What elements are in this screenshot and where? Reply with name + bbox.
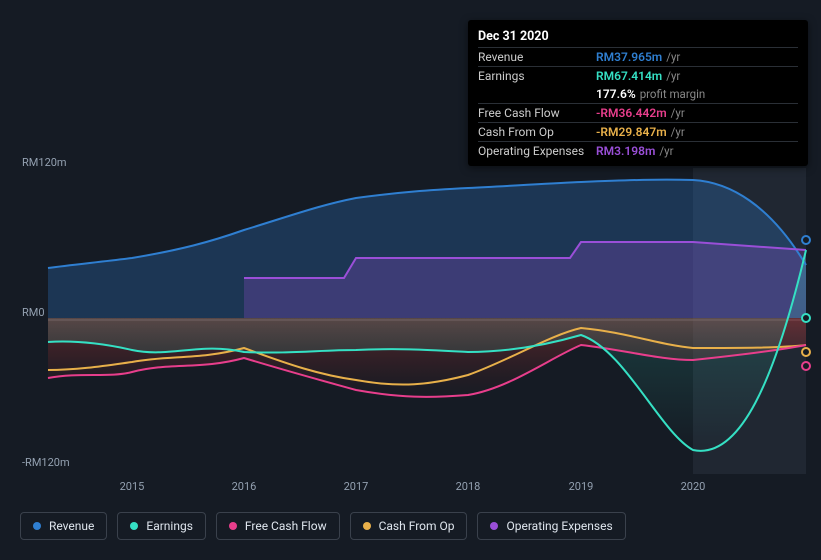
- svg-text:2018: 2018: [456, 480, 481, 493]
- svg-text:2020: 2020: [681, 480, 706, 493]
- legend-item-revenue[interactable]: Revenue: [20, 512, 107, 540]
- tooltip-row: EarningsRM67.414m/yr: [478, 66, 798, 85]
- svg-text:2017: 2017: [344, 480, 369, 493]
- x-axis: 2015 2016 2017 2018 2019 2020: [120, 480, 706, 493]
- tooltip-row-suffix: /yr: [671, 125, 685, 139]
- legend-item-cfo[interactable]: Cash From Op: [350, 512, 468, 540]
- legend-item-label: Revenue: [49, 519, 94, 533]
- legend-item-label: Earnings: [146, 519, 193, 533]
- tooltip-title: Dec 31 2020: [478, 26, 798, 47]
- tooltip-row-suffix: /yr: [666, 69, 680, 83]
- tooltip-row-value: 177.6%: [596, 87, 636, 101]
- svg-text:RM120m: RM120m: [22, 156, 67, 169]
- tooltip-row: Free Cash Flow-RM36.442m/yr: [478, 103, 798, 122]
- legend-item-fcf[interactable]: Free Cash Flow: [216, 512, 340, 540]
- tooltip-row-suffix: /yr: [671, 106, 685, 120]
- tooltip-row-value: -RM36.442m: [596, 106, 667, 120]
- legend-item-label: Operating Expenses: [506, 519, 612, 533]
- svg-text:2016: 2016: [232, 480, 257, 493]
- tooltip-row-value: -RM29.847m: [596, 125, 667, 139]
- end-dot-fcf: [802, 362, 810, 370]
- tooltip-row-value: RM67.414m: [596, 69, 662, 83]
- tooltip-row: Cash From Op-RM29.847m/yr: [478, 122, 798, 141]
- svg-text:-RM120m: -RM120m: [22, 456, 70, 469]
- legend-dot-icon: [130, 522, 138, 530]
- legend-dot-icon: [363, 522, 371, 530]
- tooltip-row: Operating ExpensesRM3.198m/yr: [478, 141, 798, 160]
- legend-dot-icon: [229, 522, 237, 530]
- tooltip-row-suffix: /yr: [659, 144, 673, 158]
- tooltip-row-label: Revenue: [478, 50, 596, 64]
- svg-text:2015: 2015: [120, 480, 145, 493]
- legend-item-label: Cash From Op: [379, 519, 455, 533]
- end-dot-revenue: [802, 236, 810, 244]
- tooltip-row-suffix: /yr: [666, 50, 680, 64]
- legend-item-earnings[interactable]: Earnings: [117, 512, 206, 540]
- legend-dot-icon: [33, 522, 41, 530]
- legend-item-opex[interactable]: Operating Expenses: [477, 512, 625, 540]
- svg-text:RM0: RM0: [22, 306, 45, 319]
- tooltip-row: RevenueRM37.965m/yr: [478, 47, 798, 66]
- end-dot-earnings: [802, 314, 810, 322]
- tooltip-row-label: Earnings: [478, 69, 596, 83]
- chart-tooltip: Dec 31 2020 RevenueRM37.965m/yrEarningsR…: [468, 20, 808, 166]
- svg-text:2019: 2019: [569, 480, 594, 493]
- tooltip-row-label: Cash From Op: [478, 125, 596, 139]
- legend-item-label: Free Cash Flow: [245, 519, 327, 533]
- tooltip-row-suffix: profit margin: [640, 87, 706, 101]
- tooltip-row-label: Free Cash Flow: [478, 106, 596, 120]
- legend-dot-icon: [490, 522, 498, 530]
- tooltip-row-value: RM37.965m: [596, 50, 662, 64]
- tooltip-row-value: RM3.198m: [596, 144, 655, 158]
- end-dot-cfo: [802, 348, 810, 356]
- tooltip-row: 177.6% profit margin: [478, 85, 798, 103]
- tooltip-row-label: Operating Expenses: [478, 144, 596, 158]
- chart-legend: Revenue Earnings Free Cash Flow Cash From O…: [20, 512, 626, 540]
